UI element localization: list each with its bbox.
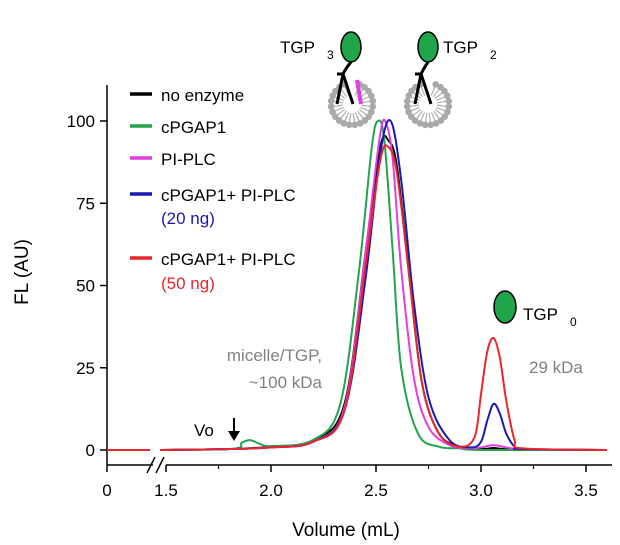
series-line-cpgap1-plc-20ng: [159, 119, 608, 451]
tgp0-subscript: 0: [570, 315, 577, 329]
series-line-cpgap1: [159, 119, 607, 452]
protein-icon: [340, 31, 362, 63]
axis-break-mark: [146, 456, 165, 474]
kda29-label: 29 kDa: [529, 358, 583, 377]
legend-item-no-enzyme: no enzyme: [130, 86, 244, 105]
tgp2-cartoon: TGP 2: [403, 31, 497, 129]
micelle-annotation-line2: ~100 kDa: [249, 373, 323, 392]
micelle-icon: [327, 81, 377, 129]
series-layer: [107, 118, 608, 452]
tgp0-cartoon: TGP 0: [493, 290, 577, 329]
x-axis-title: Volume (mL): [292, 520, 400, 541]
x-tick-label: 3.5: [574, 481, 598, 500]
legend-label: no enzyme: [161, 86, 244, 105]
legend: no enzyme cPGAP1 PI-PLC cPGAP1+ PI-PLC (…: [130, 86, 296, 293]
legend-item-cpgap1-plc-50ng: cPGAP1+ PI-PLC (50 ng): [130, 250, 296, 293]
legend-item-cpgap1-plc-20ng: cPGAP1+ PI-PLC (20 ng): [130, 186, 296, 228]
tgp3-subscript: 3: [327, 48, 334, 62]
y-axis-title: FL (AU): [12, 239, 33, 305]
series-line-cpgap1-plc-50ng: [159, 144, 608, 451]
protein-icon: [493, 290, 517, 324]
y-tick-label: 0: [86, 441, 95, 460]
legend-sublabel: (20 ng): [161, 209, 215, 228]
x-tick-label: 2.0: [259, 481, 283, 500]
legend-sublabel: (50 ng): [161, 274, 215, 293]
micelle-icon: [403, 81, 453, 129]
legend-label: cPGAP1+ PI-PLC: [161, 250, 296, 269]
series-line-pi-plc: [159, 118, 608, 451]
legend-item-pi-plc: PI-PLC: [130, 150, 216, 169]
y-tick-label: 25: [76, 359, 95, 378]
tgp3-cartoon: TGP 3: [280, 31, 377, 129]
gpi-anchor-icon: [413, 61, 433, 105]
micelle-annotation-line1: micelle/TGP,: [227, 346, 322, 365]
y-ticks: 0 25 50 75 100: [67, 112, 107, 460]
legend-label: cPGAP1: [161, 118, 226, 137]
vo-arrow-icon: [228, 418, 240, 441]
series-line-no-enzyme: [159, 134, 607, 452]
legend-label: PI-PLC: [161, 150, 216, 169]
x-tick-label: 0: [102, 481, 111, 500]
axes: 0 25 50 75 100 0 1.5 2.0 2.5 3.0 3.5: [67, 85, 612, 500]
tgp3-label: TGP: [280, 38, 315, 57]
y-tick-label: 50: [76, 277, 95, 296]
x-tick-label: 1.5: [154, 481, 178, 500]
protein-icon: [417, 31, 439, 63]
x-ticks: 0 1.5 2.0 2.5 3.0 3.5: [102, 465, 598, 500]
x-tick-label: 2.5: [364, 481, 388, 500]
vo-label: Vo: [194, 421, 214, 440]
tgp0-label: TGP: [523, 305, 558, 324]
lipid-tail-magenta: [355, 79, 363, 105]
x-tick-label: 3.0: [469, 481, 493, 500]
y-tick-label: 100: [67, 112, 95, 131]
legend-label: cPGAP1+ PI-PLC: [161, 186, 296, 205]
gpi-anchor-icon: [335, 61, 355, 105]
tgp2-label: TGP: [443, 38, 478, 57]
y-tick-label: 75: [76, 194, 95, 213]
legend-item-cpgap1: cPGAP1: [130, 118, 226, 137]
tgp2-subscript: 2: [490, 48, 497, 62]
